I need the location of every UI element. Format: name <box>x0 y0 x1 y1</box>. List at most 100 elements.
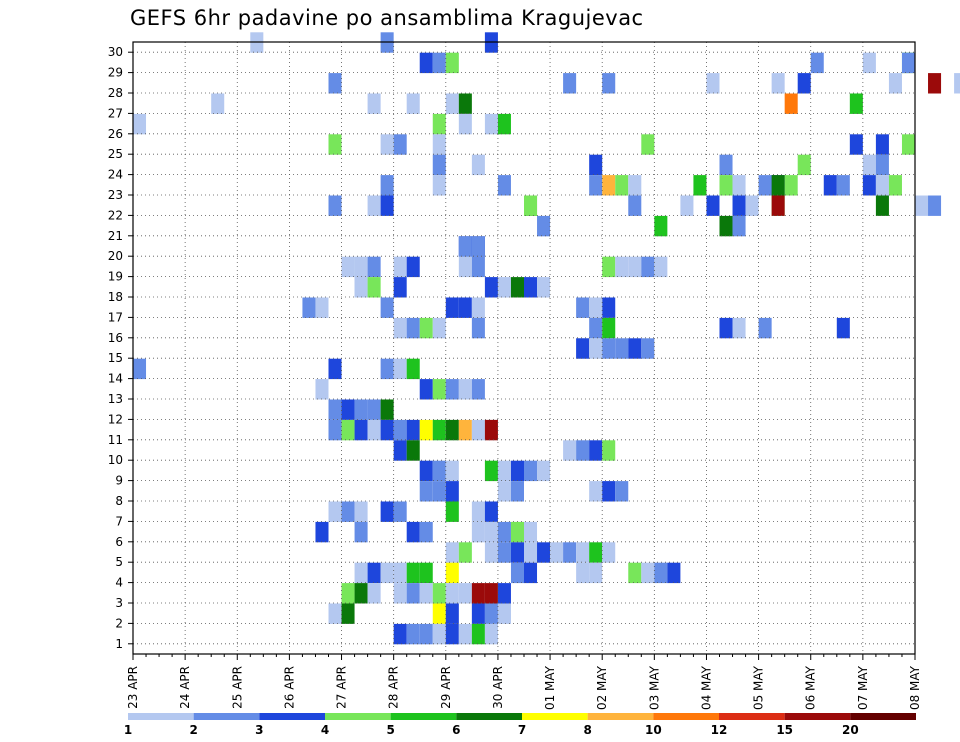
colorbar-swatch <box>390 713 457 720</box>
heatmap-cell <box>393 256 407 278</box>
heatmap-cell <box>667 562 681 584</box>
heatmap-cell <box>341 419 355 441</box>
colorbar-swatch <box>325 713 391 720</box>
heatmap-cell <box>602 175 616 196</box>
y-tick-label: 26 <box>108 127 123 141</box>
heatmap-cell <box>393 317 407 339</box>
heatmap-cell <box>537 460 551 482</box>
heatmap-cell <box>497 175 511 196</box>
colorbar-label: 3 <box>255 723 263 737</box>
y-tick-label: 6 <box>115 535 123 549</box>
heatmap-cell <box>928 195 942 216</box>
heatmap-cell <box>615 481 629 502</box>
heatmap-cell <box>836 175 850 196</box>
x-tick-label: 06 MAY <box>804 665 818 710</box>
heatmap-cell <box>576 297 590 318</box>
heatmap-cell <box>654 215 668 237</box>
heatmap-cell <box>341 256 355 278</box>
y-tick-label: 10 <box>108 453 123 467</box>
colorbar-swatch <box>522 713 588 720</box>
heatmap-cell <box>497 521 511 543</box>
heatmap-cell <box>719 215 733 237</box>
colorbar-label: 4 <box>321 723 329 737</box>
colorbar-swatch <box>587 713 654 720</box>
y-tick-label: 24 <box>108 168 123 182</box>
heatmap-cell <box>328 195 342 216</box>
heatmap-cell <box>393 623 407 645</box>
colorbar-swatch <box>128 713 194 720</box>
y-tick-label: 22 <box>108 208 123 222</box>
heatmap-cell <box>380 297 394 318</box>
heatmap-cell <box>484 583 498 604</box>
heatmap-cell <box>367 399 381 420</box>
heatmap-cell <box>471 419 485 441</box>
y-tick-label: 19 <box>108 270 123 284</box>
heatmap-cell <box>784 93 798 114</box>
y-tick-label: 28 <box>108 86 123 100</box>
y-tick-label: 18 <box>108 290 123 304</box>
heatmap-cell <box>406 521 420 543</box>
heatmap-cell <box>419 562 433 584</box>
x-tick-label: 27 APR <box>335 666 349 709</box>
heatmap-cell <box>602 256 616 278</box>
colorbar-label: 20 <box>842 723 859 737</box>
heatmap-cell <box>497 583 511 604</box>
heatmap-cell <box>393 134 407 155</box>
heatmap-cell <box>380 562 394 584</box>
heatmap-cell <box>367 195 381 216</box>
heatmap-cell <box>341 501 355 522</box>
heatmap-cell <box>406 256 420 278</box>
heatmap-cell <box>328 399 342 420</box>
y-tick-label: 2 <box>115 616 123 630</box>
heatmap-cell <box>354 419 368 441</box>
colorbar-label: 1 <box>124 723 132 737</box>
heatmap-cell <box>445 623 459 645</box>
colorbar-swatch <box>653 713 719 720</box>
heatmap-cell <box>471 236 485 257</box>
heatmap-cell <box>432 317 446 339</box>
heatmap-cell <box>732 175 746 196</box>
heatmap-cell <box>497 277 511 298</box>
heatmap-cell <box>888 73 902 94</box>
heatmap-cell <box>445 419 459 441</box>
heatmap-cell <box>406 623 420 645</box>
heatmap-cell <box>419 317 433 339</box>
heatmap-cell <box>406 562 420 584</box>
heatmap-cell <box>133 358 147 380</box>
heatmap-cell <box>445 501 459 522</box>
y-tick-label: 23 <box>108 188 123 202</box>
heatmap-cell <box>484 542 498 563</box>
heatmap-cell <box>406 317 420 339</box>
heatmap-cell <box>797 73 811 94</box>
y-tick-label: 12 <box>108 412 123 426</box>
heatmap-cell <box>445 583 459 604</box>
x-tick-label: 28 APR <box>387 666 401 709</box>
heatmap-cell <box>432 583 446 604</box>
y-tick-label: 13 <box>108 392 123 406</box>
heatmap-cell <box>328 134 342 155</box>
heatmap-cell <box>445 603 459 624</box>
heatmap-cell <box>328 73 342 94</box>
heatmap-cell <box>328 501 342 522</box>
colorbar-label: 2 <box>189 723 197 737</box>
y-tick-label: 29 <box>108 66 123 80</box>
x-tick-label: 08 MAY <box>908 665 922 710</box>
x-tick-label: 03 MAY <box>647 665 661 710</box>
heatmap-cell <box>510 562 524 584</box>
heatmap-cell <box>211 93 225 114</box>
y-tick-label: 5 <box>115 555 123 569</box>
heatmap-cell <box>133 113 147 135</box>
heatmap-cell <box>654 562 668 584</box>
heatmap-cell <box>628 195 642 216</box>
heatmap-cell <box>510 277 524 298</box>
heatmap-cell <box>719 317 733 339</box>
heatmap-cell <box>471 317 485 339</box>
heatmap-cell <box>576 562 590 584</box>
heatmap-cell <box>497 603 511 624</box>
heatmap-cell <box>576 440 590 461</box>
y-tick-label: 21 <box>108 229 123 243</box>
x-tick-label: 30 APR <box>491 666 505 709</box>
heatmap-cell <box>563 440 577 461</box>
x-tick-label: 25 APR <box>230 666 244 709</box>
heatmap-cell <box>328 419 342 441</box>
